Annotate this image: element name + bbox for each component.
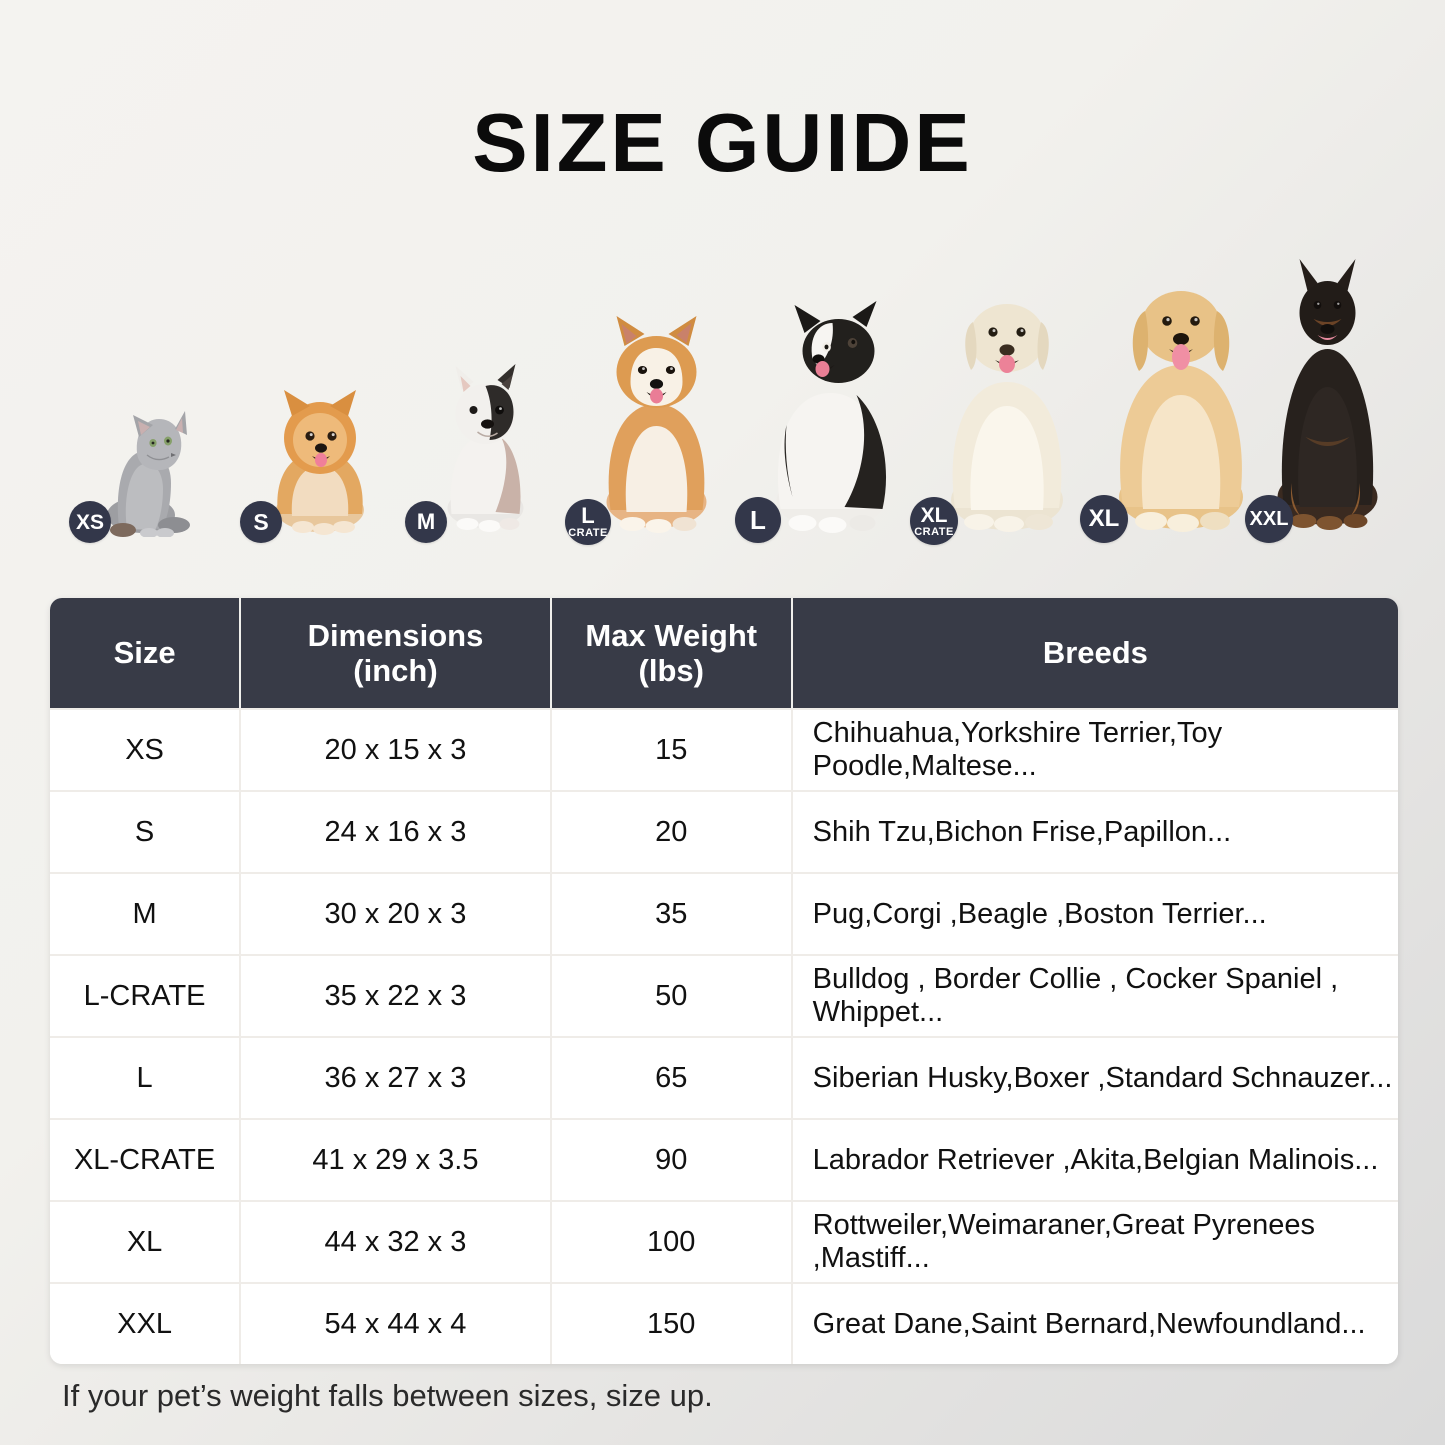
- cell-dimensions: 24 x 16 x 3: [241, 792, 552, 872]
- size-chart-table: Size Dimensions (inch) Max Weight (lbs) …: [50, 598, 1398, 1364]
- column-header-size-label: Size: [113, 635, 176, 671]
- dog-s-illustration: [275, 390, 364, 535]
- column-header-weight-line1: Max Weight: [585, 617, 758, 653]
- cell-size: XS: [50, 710, 242, 790]
- column-header-breeds: Breeds: [793, 598, 1398, 708]
- size-badge-label: S: [253, 508, 269, 535]
- animal-group-xxl: XXL: [1245, 255, 1405, 545]
- cell-size: XXL: [50, 1284, 242, 1364]
- cell-dimensions: 41 x 29 x 3.5: [241, 1120, 552, 1200]
- cell-breeds: Rottweiler,Weimaraner,Great Pyrenees ,Ma…: [812, 1209, 1316, 1274]
- animal-group-xl: XL: [1080, 267, 1280, 545]
- size-badge-l-crate: L CRATE: [565, 499, 611, 545]
- cell-size: L: [50, 1038, 242, 1118]
- size-badge-label: XL: [1088, 505, 1120, 532]
- table-row: XS 20 x 15 x 3 15 Chihuahua,Yorkshire Te…: [50, 708, 1398, 790]
- column-header-dimensions: Dimensions (inch): [241, 598, 552, 708]
- dog-xxl-illustration: [1277, 259, 1378, 530]
- animal-group-s: S: [240, 380, 395, 545]
- table-row: L-CRATE 35 x 22 x 3 50 Bulldog , Border …: [50, 954, 1398, 1036]
- size-badge-xl-crate: XL CRATE: [910, 497, 958, 545]
- cell-weight: 35: [552, 874, 793, 954]
- table-row: XL 44 x 32 x 3 100 Rottweiler,Weimaraner…: [50, 1200, 1398, 1282]
- cell-weight: 100: [552, 1202, 793, 1282]
- cell-weight: 50: [552, 956, 793, 1036]
- animal-group-xs: XS: [65, 395, 215, 545]
- column-header-size: Size: [50, 598, 242, 708]
- cell-weight: 65: [552, 1038, 793, 1118]
- cell-dimensions: 20 x 15 x 3: [241, 710, 552, 790]
- dog-m-illustration: [447, 364, 523, 532]
- cell-dimensions: 36 x 27 x 3: [241, 1038, 552, 1118]
- cell-breeds: Shih Tzu,Bichon Frise,Papillon...: [812, 815, 1232, 848]
- size-badge-s: S: [240, 501, 282, 543]
- cell-dimensions: 35 x 22 x 3: [241, 956, 552, 1036]
- animal-group-m: M: [405, 360, 560, 545]
- cell-size: XL-CRATE: [50, 1120, 242, 1200]
- column-header-weight: Max Weight (lbs): [552, 598, 793, 708]
- cell-breeds: Chihuahua,Yorkshire Terrier,Toy Poodle,M…: [812, 717, 1223, 782]
- size-badge-label: L: [581, 503, 595, 528]
- table-row: XXL 54 x 44 x 4 150 Great Dane,Saint Ber…: [50, 1282, 1398, 1364]
- cat-xs-illustration: [107, 411, 190, 537]
- size-badge-m: M: [405, 501, 447, 543]
- dog-xl-illustration: [1119, 291, 1243, 532]
- dog-xl-crate-illustration: [951, 304, 1063, 532]
- dog-l-illustration: [776, 301, 886, 533]
- size-badge-xxl: XXL: [1245, 495, 1293, 543]
- table-row: XL-CRATE 41 x 29 x 3.5 90 Labrador Retri…: [50, 1118, 1398, 1200]
- cell-weight: 20: [552, 792, 793, 872]
- cell-dimensions: 30 x 20 x 3: [241, 874, 552, 954]
- table-header-row: Size Dimensions (inch) Max Weight (lbs) …: [50, 598, 1398, 708]
- size-badge-label: L: [750, 505, 766, 535]
- animal-group-xl-crate: XL CRATE: [910, 280, 1100, 545]
- size-badge-xl: XL: [1080, 495, 1128, 543]
- size-badge-label: XL: [920, 503, 948, 527]
- animal-group-l-crate: L CRATE: [565, 310, 745, 545]
- cell-size: XL: [50, 1202, 242, 1282]
- size-badge-label: XS: [75, 510, 104, 534]
- cell-weight: 15: [552, 710, 793, 790]
- size-badge-sublabel: CRATE: [914, 525, 954, 538]
- size-badge-label: M: [416, 509, 436, 534]
- cell-breeds: Great Dane,Saint Bernard,Newfoundland...: [812, 1307, 1366, 1340]
- cell-breeds: Labrador Retriever ,Akita,Belgian Malino…: [812, 1143, 1379, 1176]
- page-title: SIZE GUIDE: [472, 96, 973, 189]
- column-header-dimensions-line2: (inch): [353, 653, 438, 688]
- cell-breeds: Siberian Husky,Boxer ,Standard Schnauzer…: [812, 1061, 1393, 1094]
- cell-weight: 90: [552, 1120, 793, 1200]
- dog-l-crate-illustration: [606, 316, 707, 533]
- cell-dimensions: 44 x 32 x 3: [241, 1202, 552, 1282]
- cell-size: M: [50, 874, 242, 954]
- table-row: M 30 x 20 x 3 35 Pug,Corgi ,Beagle ,Bost…: [50, 872, 1398, 954]
- cell-size: S: [50, 792, 242, 872]
- size-badge-label: XXL: [1249, 508, 1289, 530]
- size-badge-xs: XS: [69, 501, 111, 543]
- cell-breeds: Bulldog , Border Collie , Cocker Spaniel…: [812, 963, 1339, 1028]
- table-row: L 36 x 27 x 3 65 Siberian Husky,Boxer ,S…: [50, 1036, 1398, 1118]
- column-header-breeds-label: Breeds: [1042, 635, 1148, 671]
- column-header-dimensions-line1: Dimensions: [307, 617, 484, 653]
- size-badge-l: L: [735, 497, 781, 543]
- size-badge-sublabel: CRATE: [568, 527, 608, 539]
- column-header-weight-line2: (lbs): [638, 653, 704, 688]
- animal-size-row: XS: [55, 255, 1395, 545]
- table-row: S 24 x 16 x 3 20 Shih Tzu,Bichon Frise,P…: [50, 790, 1398, 872]
- size-up-note: If your pet’s weight falls between sizes…: [62, 1378, 713, 1413]
- cell-dimensions: 54 x 44 x 4: [241, 1284, 552, 1364]
- cell-size: L-CRATE: [50, 956, 242, 1036]
- animal-group-l: L: [735, 295, 920, 545]
- cell-weight: 150: [552, 1284, 793, 1364]
- cell-breeds: Pug,Corgi ,Beagle ,Boston Terrier...: [812, 897, 1267, 930]
